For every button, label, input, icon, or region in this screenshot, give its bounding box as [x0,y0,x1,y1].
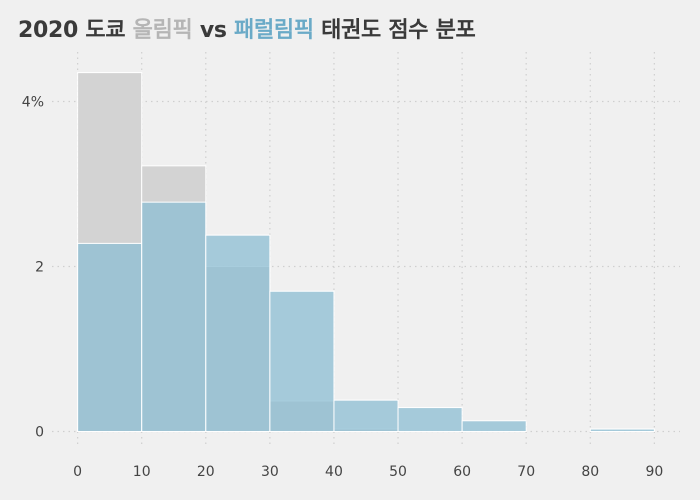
chart-title: 2020 도쿄 올림픽 vs 패럴림픽 태권도 점수 분포 [18,12,476,44]
paralympic-bar [397,407,463,433]
y-tick-label: 2 [35,260,44,276]
x-tick-label: 90 [645,464,663,480]
x-tick-label: 0 [73,464,82,480]
y-tick-label: 0 [35,425,44,441]
title-vs: vs [192,18,235,43]
x-tick-label: 50 [389,464,407,480]
paralympic-bar [141,201,207,432]
x-tick-label: 20 [197,464,215,480]
paralympic-bar [77,242,143,432]
paralympic-bar [269,290,335,432]
x-tick-label: 80 [581,464,599,480]
title-paralympic: 패럴림픽 [234,18,314,43]
x-tick-label: 70 [517,464,535,480]
x-tick-label: 10 [133,464,151,480]
paralympic-bar [205,234,271,432]
y-tick-label: 4% [22,95,44,111]
title-prefix: 2020 도쿄 [18,18,133,43]
paralympic-bar [333,399,399,432]
x-tick-label: 40 [325,464,343,480]
x-tick-label: 60 [453,464,471,480]
title-suffix: 태권도 점수 분포 [313,18,476,43]
paralympic-bar [589,428,655,432]
x-tick-label: 30 [261,464,279,480]
title-olympic: 올림픽 [132,18,193,43]
paralympic-bar [461,420,527,432]
